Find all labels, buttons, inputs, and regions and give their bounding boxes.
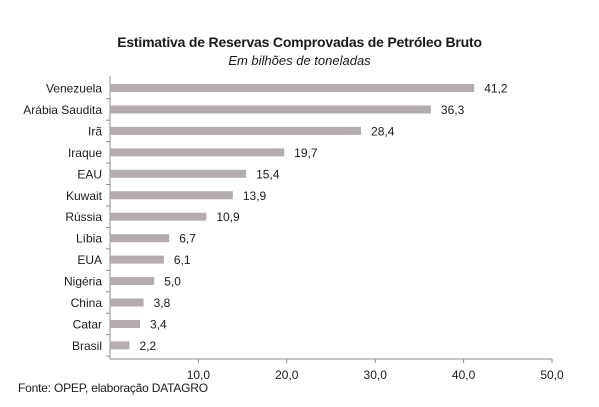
category-label: Nigéria — [64, 275, 102, 289]
category-label: Kuwait — [66, 189, 103, 203]
data-label: 10,9 — [216, 210, 240, 224]
category-label: Brasil — [72, 339, 102, 353]
category-label: Catar — [73, 317, 102, 331]
bar — [110, 84, 475, 92]
data-label: 19,7 — [294, 146, 318, 160]
data-label: 13,9 — [243, 189, 267, 203]
bar — [110, 277, 155, 286]
bar — [110, 169, 247, 178]
bar — [110, 319, 141, 328]
x-tick-label: 50,0 — [540, 368, 564, 382]
bar — [110, 105, 431, 114]
category-label: EUA — [77, 253, 102, 267]
data-label: 6,7 — [179, 232, 196, 246]
data-label: 3,4 — [150, 317, 167, 331]
x-tick-label: 40,0 — [452, 368, 476, 382]
data-label: 6,1 — [174, 253, 191, 267]
bar — [110, 234, 170, 243]
data-label: 15,4 — [256, 167, 280, 181]
data-label: 36,3 — [441, 103, 465, 117]
data-label: 3,8 — [154, 296, 171, 310]
chart-source: Fonte: OPEP, elaboração DATAGRO — [18, 381, 208, 395]
category-label: EAU — [77, 167, 102, 181]
bar — [110, 212, 207, 221]
bar — [110, 148, 285, 157]
bar — [110, 126, 362, 135]
chart-title: Estimativa de Reservas Comprovadas de Pe… — [117, 34, 482, 50]
data-label: 2,2 — [139, 339, 156, 353]
data-label: 28,4 — [371, 124, 395, 138]
bar — [110, 255, 164, 264]
x-tick-label: 20,0 — [275, 368, 299, 382]
chart-subtitle: Em bilhões de toneladas — [228, 53, 371, 68]
category-label: Venezuela — [46, 82, 102, 96]
data-label: 5,0 — [164, 275, 181, 289]
category-label: Líbia — [76, 232, 102, 246]
bar — [110, 298, 144, 307]
category-label: Arábia Saudita — [23, 103, 102, 117]
category-label: Rússia — [65, 210, 102, 224]
bar — [110, 191, 233, 200]
category-label: Irã — [88, 124, 102, 138]
x-tick-label: 30,0 — [364, 368, 388, 382]
category-label: Iraque — [68, 146, 102, 160]
category-label: China — [71, 296, 103, 310]
data-label: 41,2 — [484, 82, 508, 96]
bar — [110, 341, 130, 350]
x-tick-label: 10,0 — [187, 368, 211, 382]
